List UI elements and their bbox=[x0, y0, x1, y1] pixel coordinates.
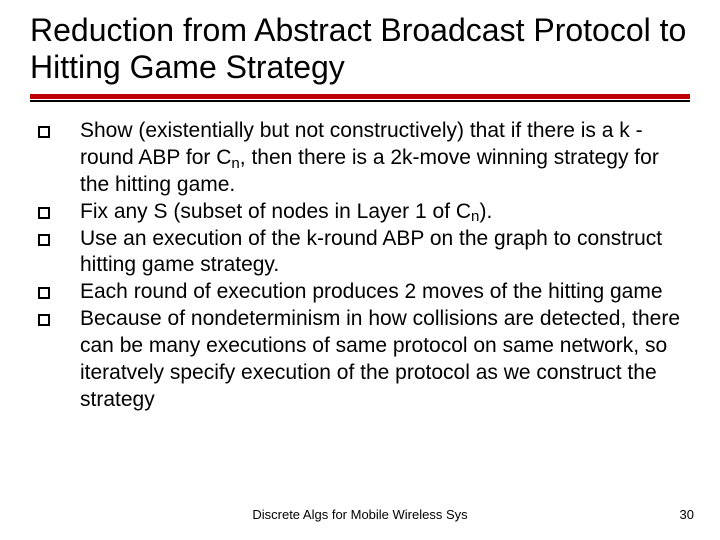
slide: Reduction from Abstract Broadcast Protoc… bbox=[0, 0, 720, 540]
rule-red bbox=[30, 94, 690, 99]
slide-title: Reduction from Abstract Broadcast Protoc… bbox=[30, 12, 690, 86]
rule-black bbox=[30, 100, 690, 102]
list-item-text: Because of nondeterminism in how collisi… bbox=[80, 306, 684, 414]
list-item: Show (existentially but not constructive… bbox=[38, 118, 684, 199]
square-bullet-icon bbox=[38, 314, 50, 326]
list-item-text: Fix any S (subset of nodes in Layer 1 of… bbox=[80, 199, 684, 226]
footer-center: Discrete Algs for Mobile Wireless Sys bbox=[0, 507, 720, 522]
list-item-text: Each round of execution produces 2 moves… bbox=[80, 279, 684, 306]
list-item-text: Use an execution of the k-round ABP on t… bbox=[80, 226, 684, 280]
square-bullet-icon bbox=[38, 234, 50, 246]
list-item: Because of nondeterminism in how collisi… bbox=[38, 306, 684, 414]
body: Show (existentially but not constructive… bbox=[38, 118, 684, 414]
square-bullet-icon bbox=[38, 207, 50, 219]
list-item: Each round of execution produces 2 moves… bbox=[38, 279, 684, 306]
square-bullet-icon bbox=[38, 126, 50, 138]
list-item-text: Show (existentially but not constructive… bbox=[80, 118, 684, 199]
list-item: Fix any S (subset of nodes in Layer 1 of… bbox=[38, 199, 684, 226]
list-item: Use an execution of the k-round ABP on t… bbox=[38, 226, 684, 280]
footer-page-number: 30 bbox=[680, 507, 694, 522]
square-bullet-icon bbox=[38, 287, 50, 299]
title-underline bbox=[30, 94, 690, 102]
